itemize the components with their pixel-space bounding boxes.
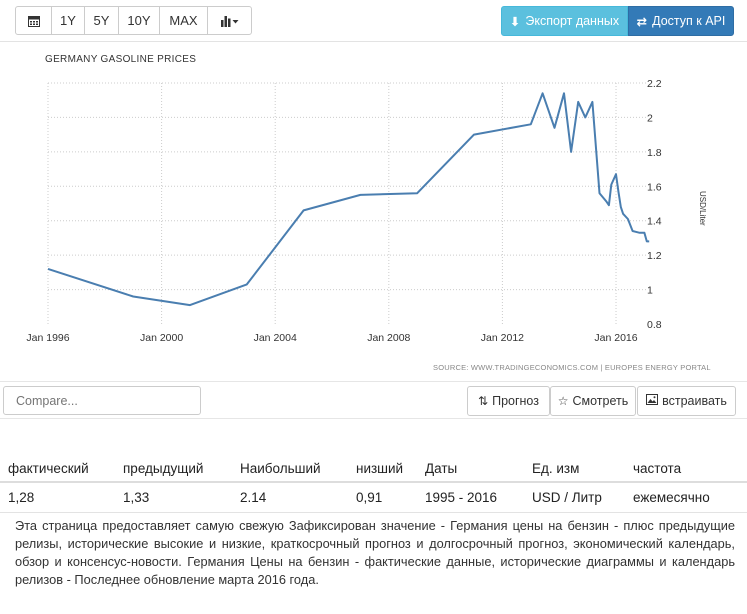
forecast-button[interactable]: ⇅ Прогноз <box>467 386 550 416</box>
calendar-icon <box>27 15 40 27</box>
export-data-label: Экспорт данных <box>525 14 620 28</box>
value-highest: 2.14 <box>240 490 267 505</box>
sort-arrows-icon: ⇅ <box>478 394 489 408</box>
header-frequency: частота <box>633 460 682 476</box>
y-axis-label: USD/Liter <box>698 191 707 226</box>
range-5y-button[interactable]: 5Y <box>84 6 119 35</box>
range-max-button[interactable]: MAX <box>159 6 208 35</box>
compare-input[interactable] <box>3 386 201 415</box>
y-tick-label: 1.8 <box>647 147 662 159</box>
api-access-label: Доступ к API <box>652 14 726 28</box>
y-tick-label: 0.8 <box>647 319 662 331</box>
x-tick-label: Jan 2016 <box>594 332 637 344</box>
range-1y-button[interactable]: 1Y <box>51 6 85 35</box>
chart-toolbar: 1Y 5Y 10Y MAX ⬇ Экспорт данных ⇄ Доступ … <box>0 0 747 42</box>
x-tick-label: Jan 2008 <box>367 332 410 344</box>
x-tick-label: Jan 1996 <box>26 332 69 344</box>
download-icon: ⬇ <box>509 14 521 29</box>
value-previous: 1,33 <box>123 490 150 505</box>
y-tick-label: 1 <box>647 285 653 297</box>
y-tick-label: 1.2 <box>647 250 662 262</box>
picture-icon <box>646 394 659 408</box>
watch-label: Смотреть <box>572 394 629 408</box>
page-description: Эта страница предоставляет самую свежую … <box>15 518 735 587</box>
watch-button[interactable]: ☆ Смотреть <box>550 386 636 416</box>
header-lowest: низший <box>356 460 404 476</box>
compare-bar: ⇅ Прогноз ☆ Смотреть встраивать <box>0 381 747 419</box>
stats-value-row: 1,28 1,33 2.14 0,91 1995 - 2016 USD / Ли… <box>0 483 747 513</box>
y-tick-label: 1.6 <box>647 181 662 193</box>
stats-table: фактический предыдущий Наибольший низший… <box>0 455 747 513</box>
y-tick-label: 2 <box>647 112 653 124</box>
y-tick-label: 1.4 <box>647 216 662 228</box>
exchange-icon: ⇄ <box>636 14 648 29</box>
y-tick-label: 2.2 <box>647 78 662 90</box>
calendar-button[interactable] <box>15 6 52 35</box>
price-line <box>47 92 650 307</box>
value-actual: 1,28 <box>8 490 35 505</box>
value-unit: USD / Литр <box>532 490 602 505</box>
header-actual: фактический <box>8 460 89 476</box>
gasoline-price-chart: 0.8 1 1.2 1.4 1.6 1.8 2 2.2 Jan 1996 Jan 2000 Jan … <box>26 78 707 344</box>
chart-area: GERMANY GASOLINE PRICES 0.8 1 1.2 1.4 1.6 1.8… <box>0 43 747 381</box>
export-data-button[interactable]: ⬇ Экспорт данных <box>501 6 628 36</box>
value-dates: 1995 - 2016 <box>425 490 498 505</box>
embed-label: встраивать <box>662 394 727 408</box>
stats-header-row: фактический предыдущий Наибольший низший… <box>0 455 747 483</box>
value-lowest: 0,91 <box>356 490 383 505</box>
forecast-label: Прогноз <box>492 394 539 408</box>
header-dates: Даты <box>425 460 458 476</box>
caret-down-icon <box>232 19 238 23</box>
api-access-button[interactable]: ⇄ Доступ к API <box>628 6 734 36</box>
header-highest: Наибольший <box>240 460 321 476</box>
bar-chart-icon <box>220 15 238 27</box>
range-10y-button[interactable]: 10Y <box>118 6 160 35</box>
x-tick-label: Jan 2012 <box>481 332 524 344</box>
header-previous: предыдущий <box>123 460 204 476</box>
chart-type-dropdown[interactable] <box>207 6 252 35</box>
chart-title: GERMANY GASOLINE PRICES <box>45 54 197 65</box>
range-button-group: 1Y 5Y 10Y MAX <box>15 6 252 35</box>
x-tick-label: Jan 2000 <box>140 332 183 344</box>
star-icon: ☆ <box>557 394 569 408</box>
chart-source: SOURCE: WWW.TRADINGECONOMICS.COM | EUROP… <box>433 363 711 372</box>
x-tick-label: Jan 2004 <box>254 332 297 344</box>
value-frequency: ежемесячно <box>633 490 710 505</box>
embed-button[interactable]: встраивать <box>637 386 736 416</box>
header-unit: Ед. изм <box>532 460 580 476</box>
